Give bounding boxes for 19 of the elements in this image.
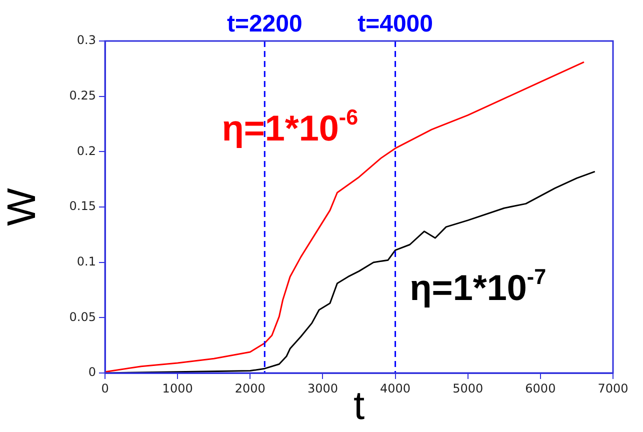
x-tick-label: 1000 xyxy=(162,381,193,396)
x-tick-label: 4000 xyxy=(380,381,411,396)
y-tick-label: 0.25 xyxy=(69,88,96,102)
x-tick-label: 5000 xyxy=(452,381,484,396)
x-tick-label: 3000 xyxy=(307,381,338,396)
x-tick-label: 7000 xyxy=(598,381,628,396)
x-tick-label: 2000 xyxy=(234,381,266,396)
ref-line-label: t=2200 xyxy=(226,10,302,38)
y-tick-label: 0.3 xyxy=(76,33,96,48)
x-tick-label: 6000 xyxy=(525,381,556,396)
y-tick-label: 0.15 xyxy=(69,199,96,214)
x-tick-label: 0 xyxy=(101,381,109,396)
x-axis-title: t xyxy=(353,384,365,428)
ref-line-label: t=4000 xyxy=(358,10,433,38)
y-tick-label: 0.05 xyxy=(69,310,96,324)
y-tick-label: 0.1 xyxy=(76,254,96,268)
y-tick-label: 0.2 xyxy=(76,144,96,158)
y-tick-label: 0 xyxy=(88,365,96,380)
y-axis-title: W xyxy=(0,188,44,226)
